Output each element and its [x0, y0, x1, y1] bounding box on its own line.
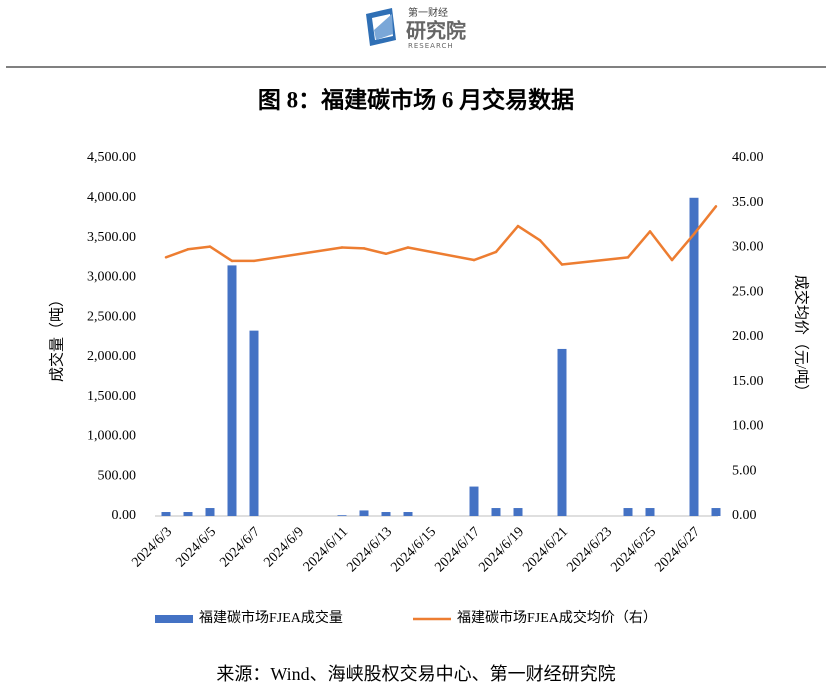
bar [359, 510, 369, 516]
x-tick-label: 2024/6/17 [432, 524, 483, 575]
y2-tick-label: 25.00 [732, 284, 764, 299]
y-tick-label: 1,500.00 [87, 389, 136, 404]
bar [491, 508, 501, 516]
bar [381, 512, 391, 516]
y2-tick-label: 5.00 [732, 463, 757, 478]
line-segment [626, 230, 652, 259]
bar [469, 486, 479, 516]
bar [623, 508, 633, 516]
bar [513, 508, 523, 516]
line-segment [472, 250, 498, 262]
y-tick-label: 2,000.00 [87, 349, 136, 364]
y-tick-label: 3,500.00 [87, 230, 136, 245]
y-tick-label: 0.00 [112, 508, 137, 523]
x-tick-label: 2024/6/21 [520, 524, 571, 575]
line-segment [538, 239, 564, 266]
line-segment [164, 248, 190, 259]
y-axis-label: 成交量（吨） [47, 292, 65, 382]
y-tick-label: 1,000.00 [87, 429, 136, 444]
logo-sub: RESEARCH [408, 42, 454, 50]
y2-tick-label: 40.00 [732, 150, 764, 165]
source-note: 来源：Wind、海峡股权交易中心、第一财经研究院 [216, 664, 615, 684]
bar [337, 515, 347, 516]
bar [403, 512, 413, 516]
line-segment [252, 246, 344, 263]
bar [227, 265, 237, 516]
legend-label: 福建碳市场FJEA成交量 [199, 609, 343, 626]
bar [689, 197, 699, 516]
bar [645, 508, 655, 516]
y2-axis-label: 成交均价（元/吨） [793, 275, 811, 399]
line-segment [186, 245, 212, 251]
line-segment [692, 205, 718, 236]
line-segment [384, 246, 410, 256]
bar [205, 508, 215, 516]
legend-label: 福建碳市场FJEA成交均价（右） [457, 609, 657, 626]
x-tick-label: 2024/6/11 [301, 524, 351, 574]
logo-top: 第一财经 [408, 6, 448, 19]
line-segment [494, 224, 520, 254]
bar [183, 512, 193, 516]
x-tick-label: 2024/6/25 [608, 524, 659, 575]
line-segment [516, 224, 542, 242]
line-segment [406, 246, 476, 262]
y-tick-label: 2,500.00 [87, 309, 136, 324]
y2-tick-label: 35.00 [732, 195, 764, 210]
y2-tick-label: 30.00 [732, 240, 764, 255]
y2-tick-label: 15.00 [732, 374, 764, 389]
bar [161, 512, 171, 516]
x-tick-label: 2024/6/3 [129, 524, 175, 570]
x-tick-label: 2024/6/5 [173, 524, 219, 570]
bar [249, 330, 259, 516]
line-segment [648, 230, 674, 262]
y-tick-label: 3,000.00 [87, 270, 136, 285]
y2-tick-label: 10.00 [732, 419, 764, 434]
y-tick-label: 4,500.00 [87, 150, 136, 165]
x-tick-label: 2024/6/27 [652, 524, 703, 575]
bar [711, 508, 721, 516]
bar [557, 348, 567, 516]
chart-title: 图 8：福建碳市场 6 月交易数据 [258, 86, 574, 112]
y-tick-label: 500.00 [98, 468, 137, 483]
x-tick-label: 2024/6/19 [476, 524, 527, 575]
line-segment [362, 247, 388, 256]
line-segment [340, 246, 366, 250]
line-segment [670, 232, 696, 262]
y-tick-label: 4,000.00 [87, 190, 136, 205]
logo: 第一财经 研究院 RESEARCH [366, 6, 466, 50]
y2-tick-label: 20.00 [732, 329, 764, 344]
logo-main: 研究院 [406, 19, 466, 43]
legend-swatch [155, 615, 193, 623]
x-tick-label: 2024/6/15 [388, 524, 439, 575]
y2-tick-label: 0.00 [732, 508, 757, 523]
x-tick-label: 2024/6/13 [344, 524, 395, 575]
line-segment [208, 245, 234, 263]
line-segment [560, 256, 630, 266]
x-tick-label: 2024/6/7 [217, 524, 263, 570]
x-tick-label: 2024/6/23 [564, 524, 615, 575]
logo-icon [374, 14, 393, 40]
